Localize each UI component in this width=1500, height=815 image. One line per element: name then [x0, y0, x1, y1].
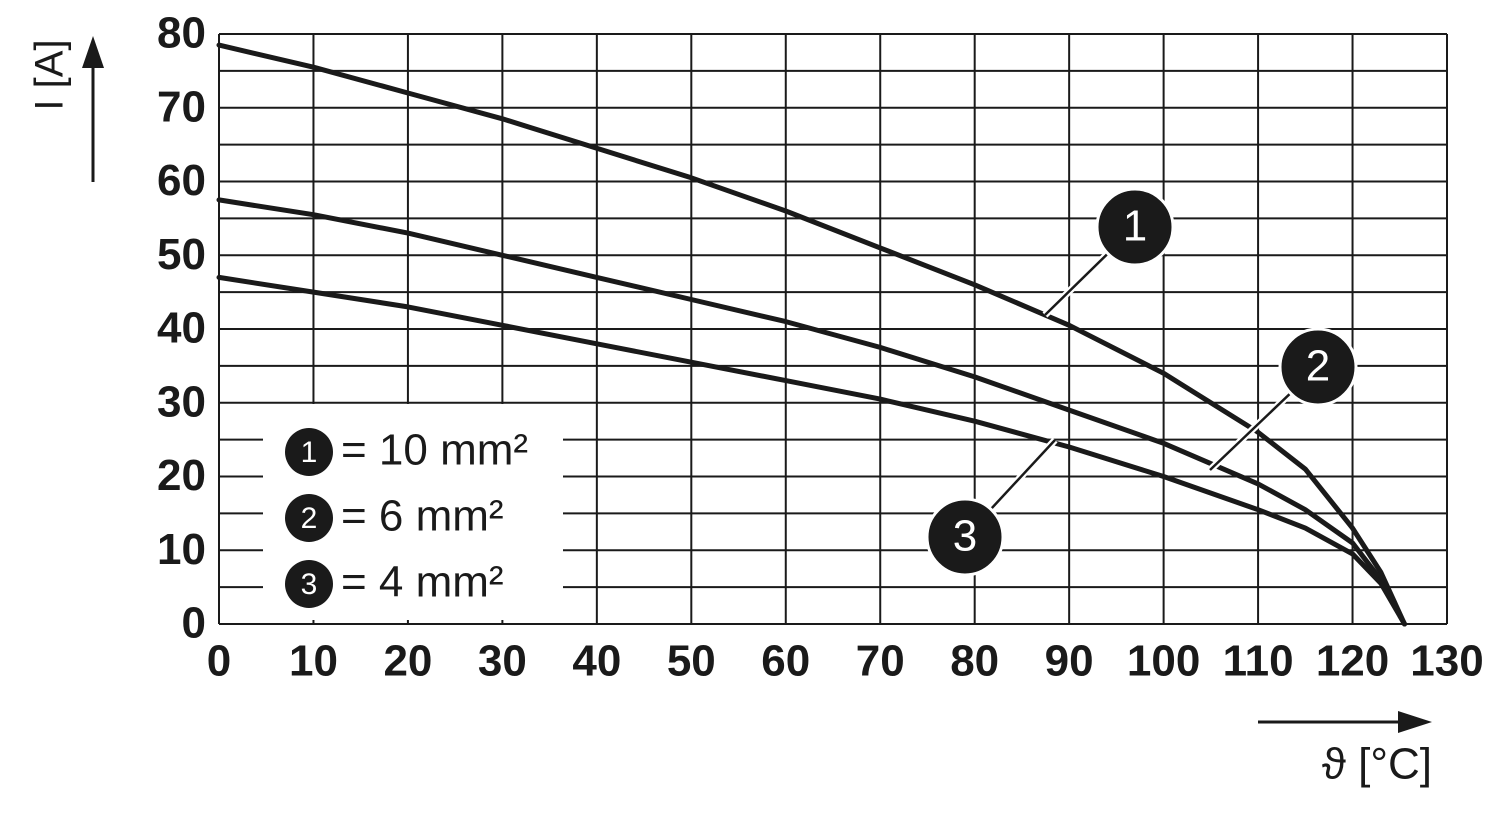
- curve: [216, 42, 1407, 627]
- legend-marker-label: 1: [301, 436, 318, 469]
- y-axis-label: I [A]: [28, 39, 72, 110]
- y-tick-label: 40: [157, 304, 206, 353]
- callout-marker: [925, 497, 1005, 577]
- y-tick-label: 0: [182, 599, 206, 648]
- y-tick-label: 70: [157, 82, 206, 131]
- x-tick-label: 70: [856, 637, 905, 686]
- legend-label: = 4 mm²: [341, 558, 504, 607]
- y-tick-label: 20: [157, 451, 206, 500]
- y-axis-arrowhead: [82, 36, 104, 68]
- legend-marker: [285, 560, 333, 608]
- callout-marker: [1095, 187, 1175, 267]
- curve: [216, 197, 1407, 627]
- legend-marker: [285, 494, 333, 542]
- x-tick-label: 30: [478, 637, 527, 686]
- callout-marker: [1278, 327, 1358, 407]
- x-tick-label: 130: [1410, 637, 1483, 686]
- legend-label: = 10 mm²: [341, 426, 528, 475]
- y-tick-label: 60: [157, 156, 206, 205]
- callout-label: 2: [1306, 342, 1330, 391]
- x-tick-label: 100: [1127, 637, 1200, 686]
- x-tick-label: 20: [383, 637, 432, 686]
- x-axis-label: ϑ [°C]: [1322, 740, 1432, 789]
- legend-marker-label: 2: [301, 502, 318, 535]
- callout-label: 1: [1123, 202, 1147, 251]
- x-tick-label: 90: [1045, 637, 1094, 686]
- x-tick-label: 60: [761, 637, 810, 686]
- y-tick-label: 10: [157, 525, 206, 574]
- curve: [216, 274, 1407, 627]
- x-tick-label: 40: [572, 637, 621, 686]
- callout-label: 3: [953, 512, 977, 561]
- x-axis-arrowhead: [1398, 711, 1432, 733]
- x-tick-label: 10: [289, 637, 338, 686]
- y-tick-label: 80: [157, 9, 206, 58]
- y-tick-label: 30: [157, 377, 206, 426]
- legend-marker: [285, 428, 333, 476]
- x-tick-label: 120: [1316, 637, 1389, 686]
- x-tick-label: 80: [950, 637, 999, 686]
- x-tick-label: 110: [1223, 637, 1294, 686]
- legend-label: = 6 mm²: [341, 492, 504, 541]
- x-tick-label: 0: [207, 637, 231, 686]
- legend-marker-label: 3: [301, 568, 318, 601]
- y-tick-label: 50: [157, 230, 206, 279]
- x-tick-label: 50: [667, 637, 716, 686]
